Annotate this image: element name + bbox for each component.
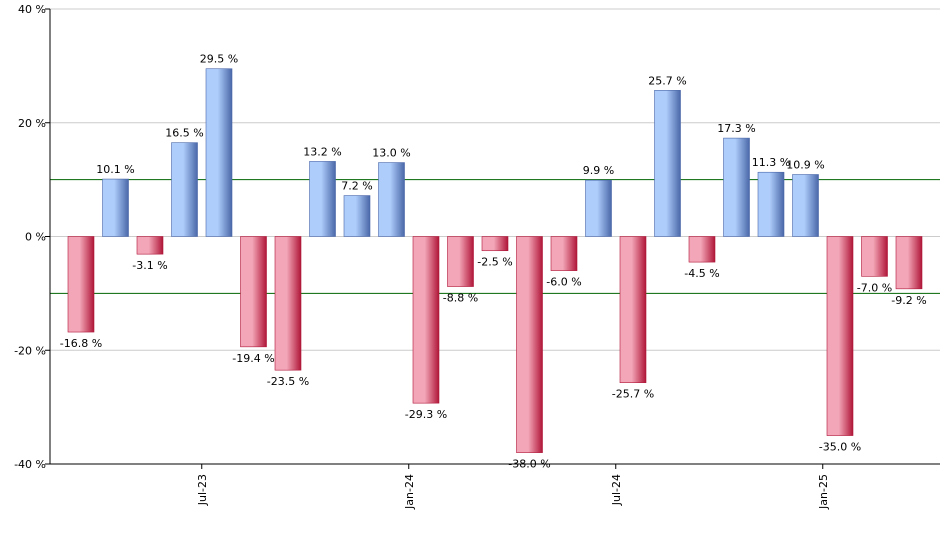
labels: 40 % 20 % 0 % -20 % -40 % -16.8 % 10.1 % -3.1 %… bbox=[14, 3, 927, 510]
bar-positive bbox=[378, 162, 405, 237]
bar-value-label: -9.2 % bbox=[891, 294, 926, 307]
reference-lines bbox=[50, 179, 940, 294]
bar-value-label: -2.5 % bbox=[477, 256, 512, 269]
bar-value-label: 25.7 % bbox=[648, 74, 686, 87]
bar-negative bbox=[619, 236, 647, 383]
bar-negative bbox=[861, 236, 888, 277]
bar-value-label: -8.8 % bbox=[443, 292, 478, 305]
bar-negative bbox=[240, 236, 267, 348]
y-tick-label: -20 % bbox=[14, 344, 46, 357]
bar-positive bbox=[171, 142, 198, 237]
bar-positive bbox=[343, 195, 371, 237]
bar-value-label: -3.1 % bbox=[132, 259, 167, 272]
bar-value-label: -19.4 % bbox=[232, 352, 274, 365]
bar-value-label: -4.5 % bbox=[684, 267, 719, 280]
x-tick-label: Jan-24 bbox=[403, 474, 416, 510]
bar-negative bbox=[67, 236, 95, 333]
y-tick-label: 0 % bbox=[25, 231, 46, 244]
bar-value-label: 11.3 % bbox=[752, 156, 790, 169]
bar-value-label: 10.1 % bbox=[96, 163, 134, 176]
bars bbox=[67, 68, 923, 453]
bar-positive bbox=[585, 179, 612, 237]
bar-value-label: -35.0 % bbox=[819, 441, 861, 454]
bar-value-label: 13.2 % bbox=[303, 145, 341, 158]
bar-positive bbox=[654, 90, 681, 237]
y-tick-label: 40 % bbox=[18, 3, 46, 16]
y-tick-label: -40 % bbox=[14, 458, 46, 471]
bar-value-label: 9.9 % bbox=[583, 164, 614, 177]
bar-negative bbox=[550, 236, 578, 271]
bar-positive bbox=[205, 68, 233, 237]
bar-positive bbox=[102, 178, 129, 237]
bar-positive bbox=[757, 171, 785, 237]
bar-value-label: -38.0 % bbox=[508, 458, 550, 471]
bar-positive bbox=[792, 174, 819, 237]
bar-positive bbox=[723, 137, 750, 237]
bar-value-label: 13.0 % bbox=[372, 147, 410, 160]
bar-negative bbox=[895, 236, 923, 290]
axes bbox=[45, 8, 940, 469]
bar-value-label: -16.8 % bbox=[60, 337, 102, 350]
bar-negative bbox=[274, 236, 302, 371]
x-tick-label: Jul-24 bbox=[610, 474, 623, 506]
bar-value-label: -23.5 % bbox=[267, 375, 309, 388]
bar-negative bbox=[136, 236, 164, 255]
bar-value-label: -25.7 % bbox=[612, 388, 654, 401]
bar-negative bbox=[688, 236, 716, 263]
bar-negative bbox=[826, 236, 854, 436]
x-tick-label: Jan-25 bbox=[817, 474, 830, 510]
bar-value-label: -29.3 % bbox=[405, 408, 447, 421]
bar-value-label: 7.2 % bbox=[341, 180, 372, 193]
bar-value-label: 16.5 % bbox=[165, 127, 203, 140]
bar-value-label: 29.5 % bbox=[200, 53, 238, 66]
bar-value-label: 10.9 % bbox=[786, 159, 824, 172]
bar-negative bbox=[481, 236, 509, 252]
bar-negative bbox=[447, 236, 474, 287]
bar-negative bbox=[516, 236, 543, 453]
bar-value-label: -6.0 % bbox=[546, 276, 581, 289]
bar-value-label: -7.0 % bbox=[857, 281, 892, 294]
bar-value-label: 17.3 % bbox=[717, 122, 755, 135]
bar-positive bbox=[309, 161, 336, 237]
x-tick-label: Jul-23 bbox=[196, 474, 209, 506]
bar-negative bbox=[412, 236, 440, 404]
y-tick-label: 20 % bbox=[18, 117, 46, 130]
